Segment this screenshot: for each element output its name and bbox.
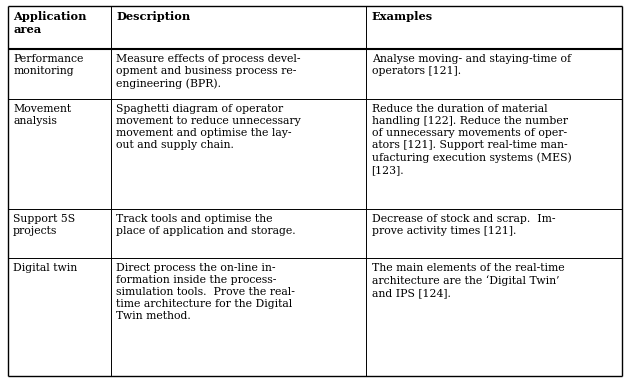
Text: Performance
monitoring: Performance monitoring xyxy=(13,54,84,76)
Text: Description: Description xyxy=(117,11,191,22)
Text: Measure effects of process devel-
opment and business process re-
engineering (B: Measure effects of process devel- opment… xyxy=(117,54,301,89)
Text: Spaghetti diagram of operator
movement to reduce unnecessary
movement and optimi: Spaghetti diagram of operator movement t… xyxy=(117,104,301,151)
Text: Application
area: Application area xyxy=(13,11,86,35)
Text: Digital twin: Digital twin xyxy=(13,263,77,273)
Text: Reduce the duration of material
handling [122]. Reduce the number
of unnecessary: Reduce the duration of material handling… xyxy=(372,104,571,175)
Text: Support 5S
projects: Support 5S projects xyxy=(13,214,75,236)
Text: Track tools and optimise the
place of application and storage.: Track tools and optimise the place of ap… xyxy=(117,214,296,236)
Text: The main elements of the real-time
architecture are the ‘Digital Twin’
and IPS [: The main elements of the real-time archi… xyxy=(372,263,564,298)
Text: Analyse moving- and staying-time of
operators [121].: Analyse moving- and staying-time of oper… xyxy=(372,54,571,76)
Text: Examples: Examples xyxy=(372,11,433,22)
Text: Movement
analysis: Movement analysis xyxy=(13,104,71,126)
Text: Decrease of stock and scrap.  Im-
prove activity times [121].: Decrease of stock and scrap. Im- prove a… xyxy=(372,214,555,236)
Text: Direct process the on-line in-
formation inside the process-
simulation tools.  : Direct process the on-line in- formation… xyxy=(117,263,295,321)
